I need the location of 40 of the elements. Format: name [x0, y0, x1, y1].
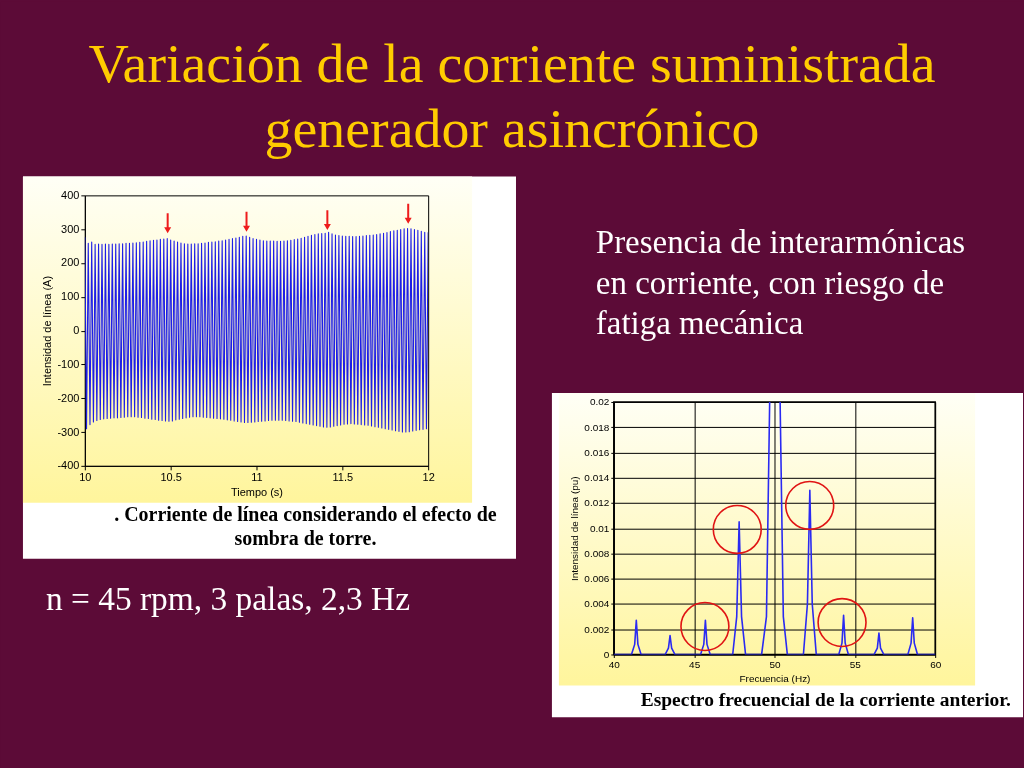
y-axis-title: Intensidad de línea (A) [41, 275, 54, 387]
y-tick-label: 0.002 [584, 623, 610, 635]
y-tick-label: -400 [57, 459, 80, 472]
y-tick-label: 300 [61, 222, 80, 235]
y-tick-label: 0.014 [584, 472, 610, 484]
text: n = 45 rpm, 3 palas, 2,3 Hz [45, 579, 411, 617]
x-tick-label: 10.5 [160, 471, 182, 484]
y-tick-label: 100 [61, 290, 80, 303]
y-tick-label: 0.008 [584, 547, 610, 559]
y-tick-label: -100 [57, 357, 80, 370]
y-tick-label: 0 [603, 648, 610, 660]
x-axis-title: Tiempo (s) [230, 486, 284, 499]
y-tick-label: 0.01 [589, 522, 610, 534]
x-axis-title: Frecuencia (Hz) [739, 672, 811, 684]
y-tick-label: 200 [61, 256, 80, 269]
y-tick-label: 0.004 [584, 598, 610, 610]
y-tick-label: 0 [73, 324, 80, 337]
y-tick-label: 0.016 [584, 446, 610, 458]
y-tick-label: 400 [61, 188, 80, 201]
chart-title: Variación de la corriente suministrada generador asincrónico [88, 31, 936, 160]
y-tick-label: 0.018 [584, 421, 610, 433]
y-axis-title: Intensidad de línea (pu) [569, 476, 581, 582]
x-tick-label: 11.5 [332, 471, 354, 484]
x-tick-label: 40 [608, 658, 621, 670]
x-tick-label: 50 [769, 658, 781, 670]
x-tick-label: 45 [689, 658, 701, 670]
y-tick-label: -200 [57, 391, 80, 404]
x-tick-label: 12 [422, 471, 435, 484]
text: Presencia de interarmónicas en corriente, con riesgo de fatiga mecánica [595, 224, 966, 342]
x-tick-label: 60 [930, 658, 942, 670]
text: Espectro frecuencial de la corriente anterior. [640, 689, 1012, 711]
y-tick-label: 0.02 [589, 396, 610, 408]
x-tick-label: 11 [251, 471, 263, 484]
x-tick-label: 10 [79, 471, 92, 484]
text: . Corriente de línea considerando el efecto de sombra de torre. [114, 502, 497, 549]
y-tick-label: -300 [57, 425, 80, 438]
y-tick-label: 0.012 [584, 497, 610, 509]
line-series [84, 227, 429, 433]
x-tick-label: 55 [849, 658, 862, 670]
y-tick-label: 0.006 [584, 573, 610, 585]
